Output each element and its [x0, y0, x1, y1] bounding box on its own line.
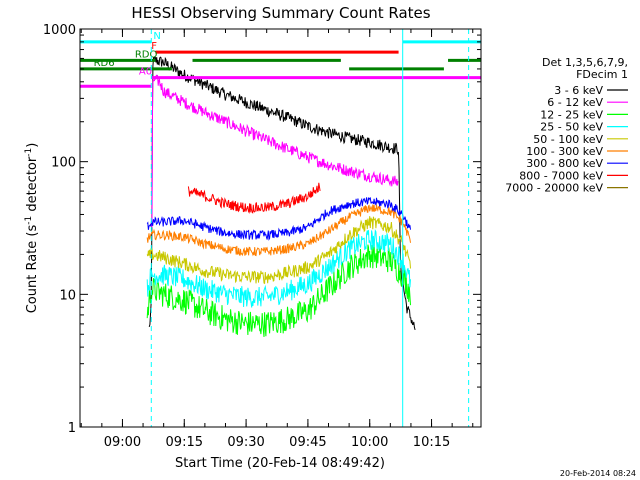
y-tick-label-0: 1 [68, 421, 76, 436]
chart-title: HESSI Observing Summary Count Rates [131, 4, 430, 22]
legend-label-4: 50 - 100 keV [533, 133, 603, 146]
y-label-part-4: -1 [24, 148, 34, 157]
legend-header-line-2: FDecim 1 [576, 68, 628, 81]
x-tick-label-5: 10:15 [413, 435, 450, 450]
legend-label-0: 3 - 6 keV [554, 84, 603, 97]
plot-timestamp: 20-Feb-2014 08:24 [560, 469, 636, 478]
x-tick-label-0: 09:00 [104, 435, 141, 450]
legend-label-8: 7000 - 20000 keV [505, 182, 603, 195]
legend-label-6: 300 - 800 keV [526, 157, 603, 170]
series-line-7 [187, 182, 321, 215]
legend-label-1: 6 - 12 keV [547, 96, 603, 109]
legend-label-2: 12 - 25 keV [540, 108, 603, 121]
x-axis-label: Start Time (20-Feb-14 08:49:42) [175, 456, 385, 471]
y-label-part-2: -1 [24, 216, 34, 225]
y-label-part-3: detector [25, 156, 40, 216]
x-tick-label-2: 09:30 [227, 435, 264, 450]
y-axis-ticks: 1 10 100 1000 [43, 23, 481, 436]
flag-label-3: RD6 [94, 58, 115, 69]
x-tick-label-4: 10:00 [351, 435, 388, 450]
y-label-part-1: Count Rate (s [25, 225, 40, 314]
series-line-4 [146, 216, 411, 285]
y-axis-label: Count Rate (s-1 detector-1) [24, 143, 40, 314]
legend-label-5: 100 - 300 keV [526, 145, 603, 158]
flag-label-1: F [151, 41, 157, 52]
y-label-part-5: ) [25, 143, 40, 148]
flag-label-0: N [153, 31, 160, 42]
x-tick-label-1: 09:15 [166, 435, 203, 450]
y-tick-label-3: 1000 [43, 23, 76, 38]
legend-label-3: 25 - 50 keV [540, 121, 603, 134]
plot-frame [79, 28, 482, 428]
series-line-6 [146, 197, 411, 241]
series-line-1 [151, 74, 399, 228]
series-line-2 [146, 243, 411, 338]
legend-label-7: 800 - 7000 keV [519, 169, 603, 182]
y-tick-label-1: 10 [59, 288, 76, 303]
flag-label-4: A0 [139, 67, 152, 78]
legend-header-line-1: Det 1,3,5,6,7,9, [542, 56, 628, 69]
x-tick-label-3: 09:45 [289, 435, 326, 450]
series-line-5 [146, 204, 411, 257]
flag-label-2: RDO [135, 49, 158, 60]
x-axis-ticks: 09:00 09:15 09:30 09:45 10:00 10:15 [80, 29, 474, 450]
series-line-3 [146, 229, 411, 308]
y-tick-label-2: 100 [51, 156, 76, 171]
